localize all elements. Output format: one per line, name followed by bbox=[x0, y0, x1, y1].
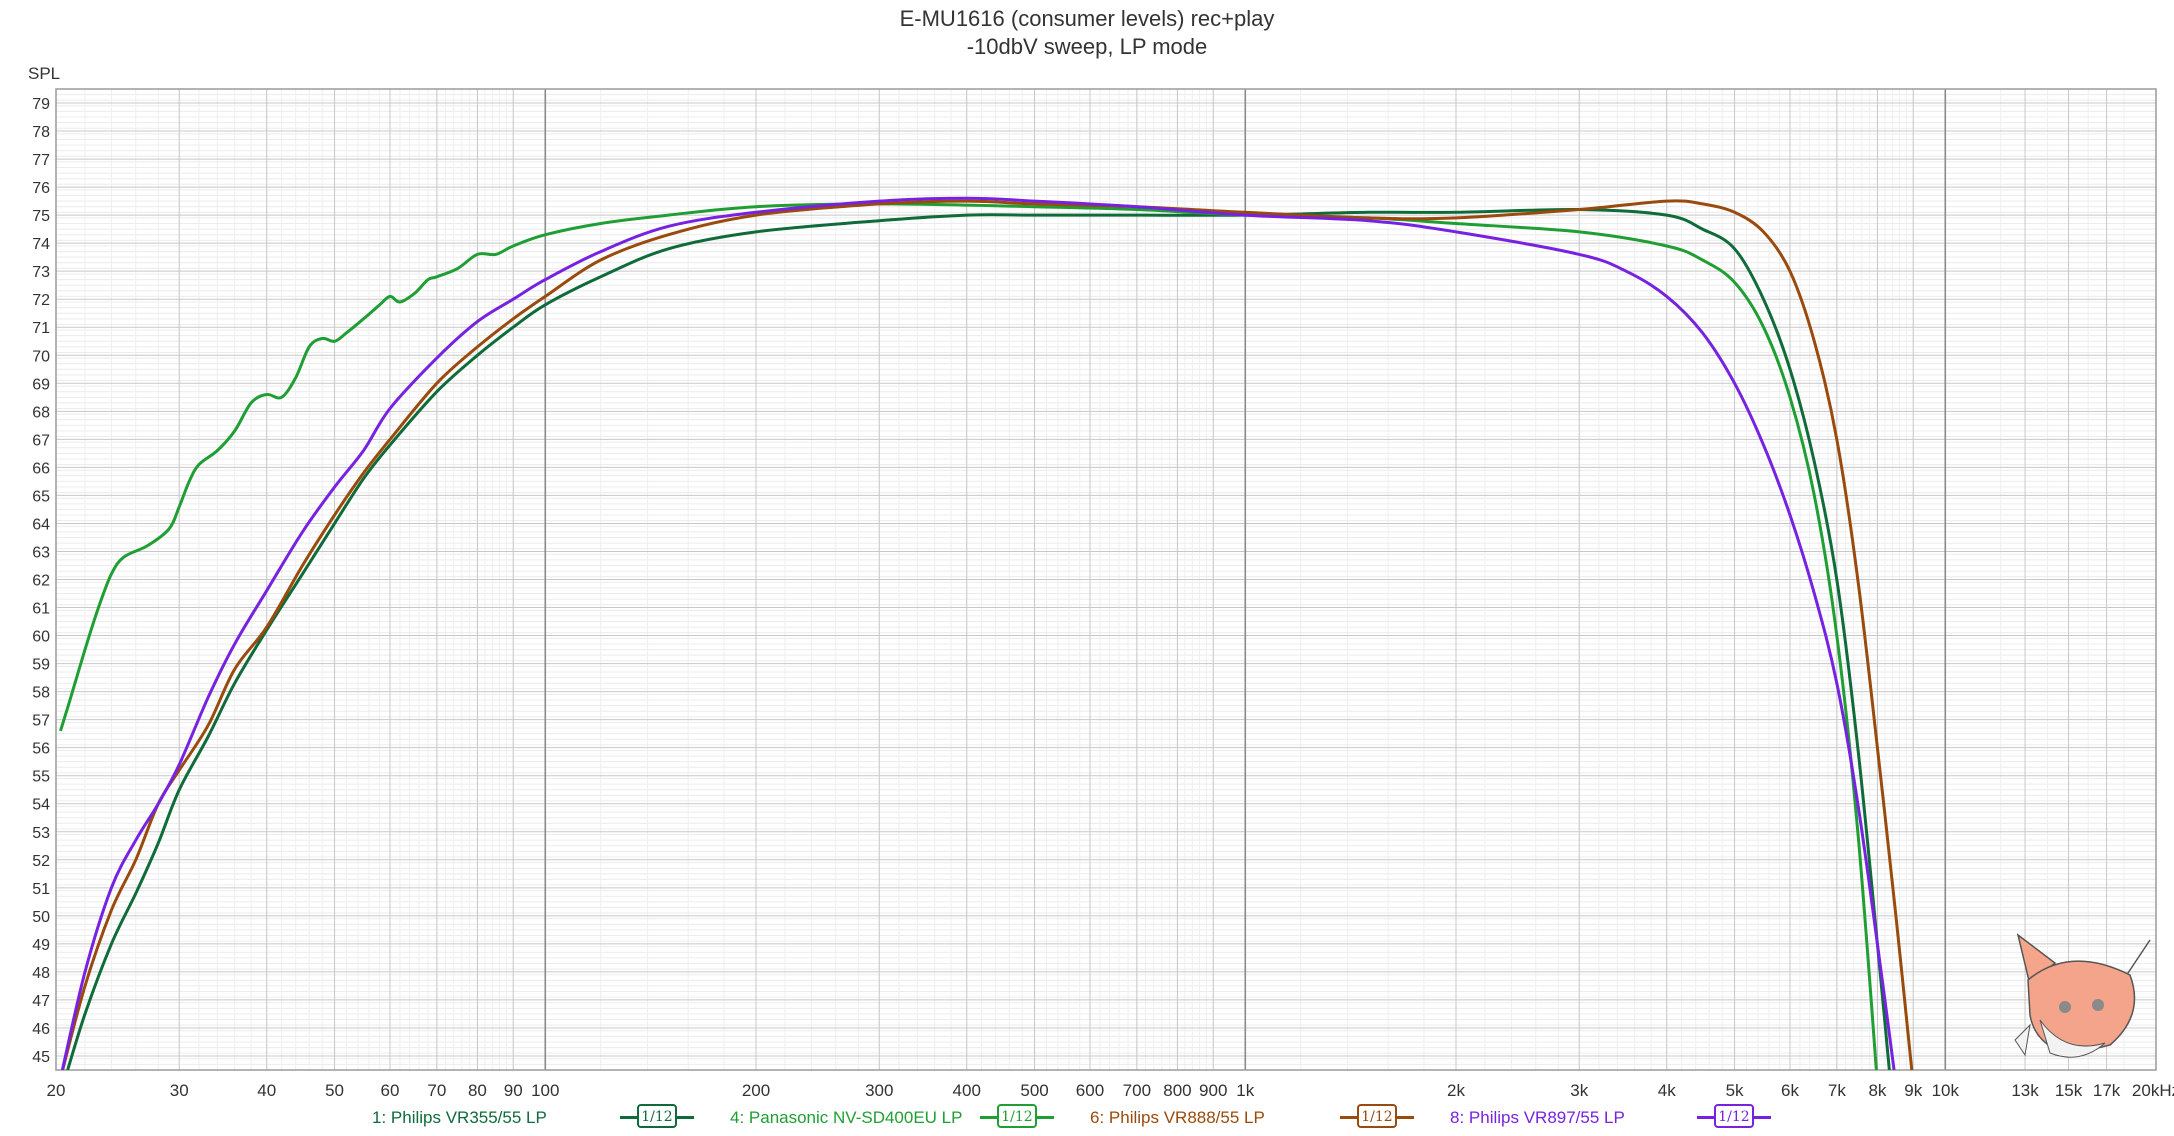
y-tick-label: 56 bbox=[32, 741, 50, 758]
smoothing-badge[interactable]: 1/12 bbox=[997, 1104, 1037, 1128]
y-tick-label: 48 bbox=[32, 965, 50, 982]
x-tick-label: 7k bbox=[1828, 1081, 1846, 1100]
y-tick-label: 72 bbox=[32, 292, 50, 309]
series-line-1 bbox=[66, 207, 1891, 1070]
legend-item-1[interactable]: 1: Philips VR355/55 LP bbox=[372, 1108, 547, 1128]
plot-area-border bbox=[55, 88, 2157, 1071]
chart-title: E-MU1616 (consumer levels) rec+play bbox=[899, 6, 1275, 31]
x-tick-label: 400 bbox=[953, 1081, 981, 1100]
x-tick-labels: 20 30 40 50 60 70 80 90 100 200 300 400 500 600 700 800… bbox=[47, 1081, 2174, 1100]
x-tick-label: 17k bbox=[2093, 1081, 2121, 1100]
x-tick-label: 5k bbox=[1726, 1081, 1744, 1100]
x-tick-label: 20kHz bbox=[2132, 1081, 2174, 1100]
y-tick-label: 74 bbox=[32, 236, 50, 253]
x-tick-label: 800 bbox=[1163, 1081, 1191, 1100]
legend-label: 6: Philips VR888/55 LP bbox=[1090, 1108, 1265, 1127]
y-tick-labels: 45 46 47 48 49 50 51 52 53 54 55 56 57 58 59 60 61 62 63 64… bbox=[32, 96, 50, 1066]
series-line-2 bbox=[59, 202, 1878, 1070]
minor-grid bbox=[56, 88, 2157, 1071]
y-tick-label: 62 bbox=[32, 573, 50, 590]
x-tick-label: 50 bbox=[325, 1081, 344, 1100]
y-tick-label: 61 bbox=[32, 601, 50, 618]
x-tick-label: 300 bbox=[865, 1081, 893, 1100]
x-tick-label: 70 bbox=[427, 1081, 446, 1100]
fox-mascot-logo bbox=[2014, 933, 2151, 1058]
x-tick-label: 15k bbox=[2055, 1081, 2083, 1100]
y-tick-label: 73 bbox=[32, 264, 50, 281]
y-tick-label: 54 bbox=[32, 797, 50, 814]
smoothing-badge[interactable]: 1/12 bbox=[1714, 1104, 1754, 1128]
y-tick-label: 58 bbox=[32, 685, 50, 702]
y-tick-label: 60 bbox=[32, 629, 50, 646]
x-tick-label: 9k bbox=[1904, 1081, 1922, 1100]
y-tick-label: 77 bbox=[32, 152, 50, 169]
y-tick-label: 51 bbox=[32, 881, 50, 898]
x-tick-label: 700 bbox=[1123, 1081, 1151, 1100]
legend-label: 1: Philips VR355/55 LP bbox=[372, 1108, 547, 1127]
y-tick-label: 76 bbox=[32, 180, 50, 197]
x-tick-label: 90 bbox=[504, 1081, 523, 1100]
x-tick-label: 4k bbox=[1658, 1081, 1676, 1100]
chart-subtitle: -10dbV sweep, LP mode bbox=[966, 34, 1208, 59]
major-grid bbox=[55, 89, 2157, 1070]
y-tick-label: 69 bbox=[32, 376, 50, 393]
x-tick-label: 1k bbox=[1236, 1081, 1254, 1100]
x-tick-label: 600 bbox=[1076, 1081, 1104, 1100]
x-tick-label: 8k bbox=[1868, 1081, 1886, 1100]
series-lines bbox=[59, 196, 1914, 1070]
x-tick-label: 2k bbox=[1447, 1081, 1465, 1100]
x-tick-label: 6k bbox=[1781, 1081, 1799, 1100]
y-tick-label: 78 bbox=[32, 124, 50, 141]
y-tick-label: 47 bbox=[32, 993, 50, 1010]
y-tick-label: 75 bbox=[32, 208, 50, 225]
x-tick-label: 3k bbox=[1570, 1081, 1588, 1100]
y-tick-label: 50 bbox=[32, 909, 50, 926]
legend-item-6[interactable]: 6: Philips VR888/55 LP bbox=[1090, 1108, 1265, 1128]
y-tick-label: 71 bbox=[32, 320, 50, 337]
x-tick-label: 60 bbox=[381, 1081, 400, 1100]
series-line-3 bbox=[61, 199, 1914, 1070]
x-tick-label: 40 bbox=[257, 1081, 276, 1100]
y-tick-label: 63 bbox=[32, 544, 50, 561]
y-tick-label: 57 bbox=[32, 713, 50, 730]
legend-label: 4: Panasonic NV-SD400EU LP bbox=[730, 1108, 963, 1127]
x-tick-label: 500 bbox=[1020, 1081, 1048, 1100]
y-tick-label: 45 bbox=[32, 1049, 50, 1066]
series-line-4 bbox=[60, 196, 1896, 1070]
x-tick-label: 13k bbox=[2011, 1081, 2039, 1100]
y-tick-label: 52 bbox=[32, 853, 50, 870]
x-tick-label: 80 bbox=[468, 1081, 487, 1100]
x-tick-label: 900 bbox=[1199, 1081, 1227, 1100]
x-tick-label: 100 bbox=[531, 1081, 559, 1100]
y-tick-label: 59 bbox=[32, 657, 50, 674]
smoothing-badge[interactable]: 1/12 bbox=[1357, 1104, 1397, 1128]
legend-label: 8: Philips VR897/55 LP bbox=[1450, 1108, 1625, 1127]
legend-item-4[interactable]: 4: Panasonic NV-SD400EU LP bbox=[730, 1108, 962, 1128]
x-tick-label: 200 bbox=[742, 1081, 770, 1100]
y-tick-label: 79 bbox=[32, 96, 50, 113]
y-tick-label: 64 bbox=[32, 516, 50, 533]
x-tick-label: 20 bbox=[47, 1081, 66, 1100]
y-tick-label: 67 bbox=[32, 432, 50, 449]
y-tick-label: 70 bbox=[32, 348, 50, 365]
y-tick-label: 68 bbox=[32, 404, 50, 421]
legend-item-8[interactable]: 8: Philips VR897/55 LP bbox=[1450, 1108, 1625, 1128]
x-tick-label: 10k bbox=[1932, 1081, 1960, 1100]
y-tick-label: 65 bbox=[32, 488, 50, 505]
smoothing-badge[interactable]: 1/12 bbox=[637, 1104, 677, 1128]
frequency-response-chart: SPL 45 46 47 48 49 50 51 52 53 54 55 56 57 58 59 60 61 62… bbox=[28, 64, 2174, 1100]
y-tick-label: 66 bbox=[32, 460, 50, 477]
y-axis-label: SPL bbox=[28, 64, 60, 83]
x-tick-label: 30 bbox=[170, 1081, 189, 1100]
y-tick-label: 49 bbox=[32, 937, 50, 954]
y-tick-label: 46 bbox=[32, 1021, 50, 1038]
legend: 1: Philips VR355/55 LP 1/12 4: Panasonic… bbox=[0, 1104, 2174, 1136]
y-tick-label: 55 bbox=[32, 769, 50, 786]
y-tick-label: 53 bbox=[32, 825, 50, 842]
